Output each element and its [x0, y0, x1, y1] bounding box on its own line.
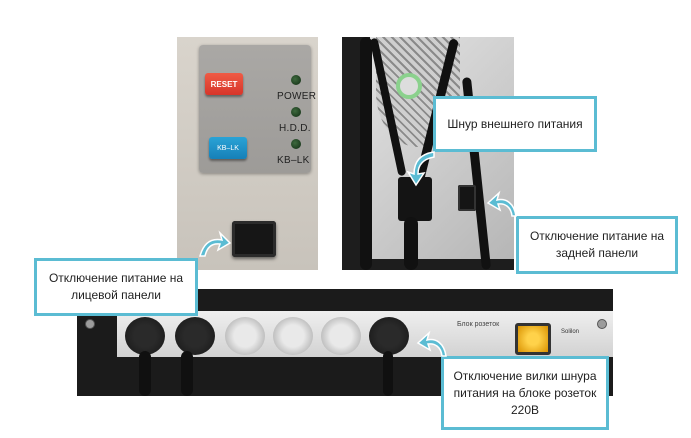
kblk-label: KB–LK [277, 155, 310, 166]
arrow-external-cord-icon [406, 151, 435, 187]
power-label: POWER [277, 91, 317, 102]
rear-power-switch [458, 185, 476, 211]
arrow-rear-switch-icon [486, 190, 517, 217]
hdd-label: H.D.D. [279, 123, 311, 134]
outlet [175, 317, 215, 355]
callout-rear-switch: Отключение питание на задней панели [516, 216, 678, 274]
arrow-strip-plug-icon [416, 330, 447, 357]
power-strip-brand: Solilon [561, 329, 580, 335]
callout-external-cord-text: Шнур внешнего питания [447, 116, 583, 131]
rack-screw [85, 319, 95, 329]
cable [360, 37, 372, 270]
outlet [225, 317, 265, 355]
plug-cable [383, 351, 393, 396]
reset-button: RESET [205, 73, 243, 95]
kb-lk-button: KB–LK [209, 137, 247, 159]
front-panel-photo: RESET KB–LK POWER H.D.D. KB–LK [177, 37, 318, 270]
control-plate: RESET KB–LK POWER H.D.D. KB–LK [199, 45, 316, 173]
callout-strip-plug: Отключение вилки шнура питания на блоке … [441, 356, 609, 430]
external-power-cord [404, 217, 418, 270]
callout-front-switch: Отключение питание на лицевой панели [34, 258, 198, 316]
power-strip-switch [515, 323, 551, 355]
callout-rear-switch-text: Отключение питание на задней панели [529, 229, 665, 260]
hdd-led [291, 107, 301, 117]
power-led [291, 75, 301, 85]
kblk-led [291, 139, 301, 149]
callout-strip-plug-text: Отключение вилки шнура питания на блоке … [453, 368, 597, 417]
callout-external-cord: Шнур внешнего питания [433, 96, 597, 152]
power-strip-label: Блок розеток [457, 321, 500, 328]
rack-screw [597, 319, 607, 329]
arrow-front-switch-icon [199, 230, 232, 257]
front-power-switch [232, 221, 276, 257]
outlet-with-plug [369, 317, 409, 355]
plug-cable [139, 351, 151, 396]
callout-front-switch-text: Отключение питание на лицевой панели [48, 271, 184, 302]
plug-cable [181, 351, 193, 396]
psu-fan-hub [396, 73, 422, 99]
outlet [273, 317, 313, 355]
outlet [125, 317, 165, 355]
outlet [321, 317, 361, 355]
